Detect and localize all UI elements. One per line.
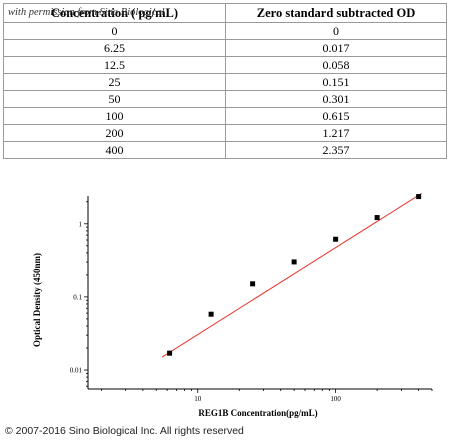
data-point bbox=[333, 236, 339, 242]
fit-line bbox=[161, 193, 422, 358]
concentration-cell: 0 bbox=[3, 22, 226, 40]
data-point bbox=[374, 215, 380, 221]
table-row: 50 0.301 bbox=[3, 90, 447, 108]
table-row: 25 0.151 bbox=[3, 73, 447, 91]
concentration-cell: 400 bbox=[3, 141, 226, 159]
header-od: Zero standard subtracted OD bbox=[225, 3, 447, 23]
concentration-cell: 25 bbox=[3, 73, 226, 91]
data-point bbox=[208, 311, 214, 317]
concentration-cell: 100 bbox=[3, 107, 226, 125]
table-row: 100 0.615 bbox=[3, 107, 447, 125]
od-cell: 0.017 bbox=[225, 39, 447, 57]
x-axis-title: REG1B Concentration(pg/mL) bbox=[198, 408, 317, 418]
data-point bbox=[167, 350, 173, 356]
header-concentration-label: Concentration ( pg/mL) bbox=[50, 6, 179, 20]
table-row: 400 2.357 bbox=[3, 141, 447, 159]
concentration-cell: 200 bbox=[3, 124, 226, 142]
od-cell: 0.301 bbox=[225, 90, 447, 108]
concentration-cell: 50 bbox=[3, 90, 226, 108]
axes: 10 100 0.01 0.1 1 bbox=[70, 196, 433, 403]
od-cell: 0.615 bbox=[225, 107, 447, 125]
table-header-row: with permission from Sino Biological Con… bbox=[3, 3, 447, 23]
table-row: 12.5 0.058 bbox=[3, 56, 447, 74]
data-point bbox=[416, 194, 422, 200]
y-axis-title: Optical Density (450nm) bbox=[32, 253, 42, 347]
table-row: 6.25 0.017 bbox=[3, 39, 447, 57]
x-tick-label: 100 bbox=[330, 395, 341, 403]
od-cell: 2.357 bbox=[225, 141, 447, 159]
od-cell: 0.151 bbox=[225, 73, 447, 91]
concentration-cell: 12.5 bbox=[3, 56, 226, 74]
header-concentration: with permission from Sino Biological Con… bbox=[3, 3, 226, 23]
od-cell: 1.217 bbox=[225, 124, 447, 142]
od-cell: 0.058 bbox=[225, 56, 447, 74]
permission-watermark: with permission from Sino Biological bbox=[8, 7, 165, 18]
copyright-notice: © 2007-2016 Sino Biological Inc. All rig… bbox=[5, 425, 244, 437]
concentration-cell: 6.25 bbox=[3, 39, 226, 57]
y-tick-label: 0.1 bbox=[73, 293, 82, 301]
fit-line-group bbox=[161, 193, 422, 358]
table-body: 0 0 6.25 0.017 12.5 0.058 25 0.151 50 0.301 100 0.6… bbox=[3, 22, 447, 159]
data-point bbox=[250, 281, 256, 287]
standard-curve-chart: 10 100 0.01 0.1 1 REG1B Concentration(pg/mL)… bbox=[32, 193, 433, 418]
data-point bbox=[291, 259, 297, 265]
y-tick-label: 1 bbox=[79, 220, 83, 228]
y-tick-label: 0.01 bbox=[70, 367, 83, 375]
data-points bbox=[167, 194, 422, 356]
standard-curve-table: with permission from Sino Biological Con… bbox=[3, 3, 447, 159]
x-tick-label: 10 bbox=[194, 395, 202, 403]
od-cell: 0 bbox=[225, 22, 447, 40]
table-row: 200 1.217 bbox=[3, 124, 447, 142]
